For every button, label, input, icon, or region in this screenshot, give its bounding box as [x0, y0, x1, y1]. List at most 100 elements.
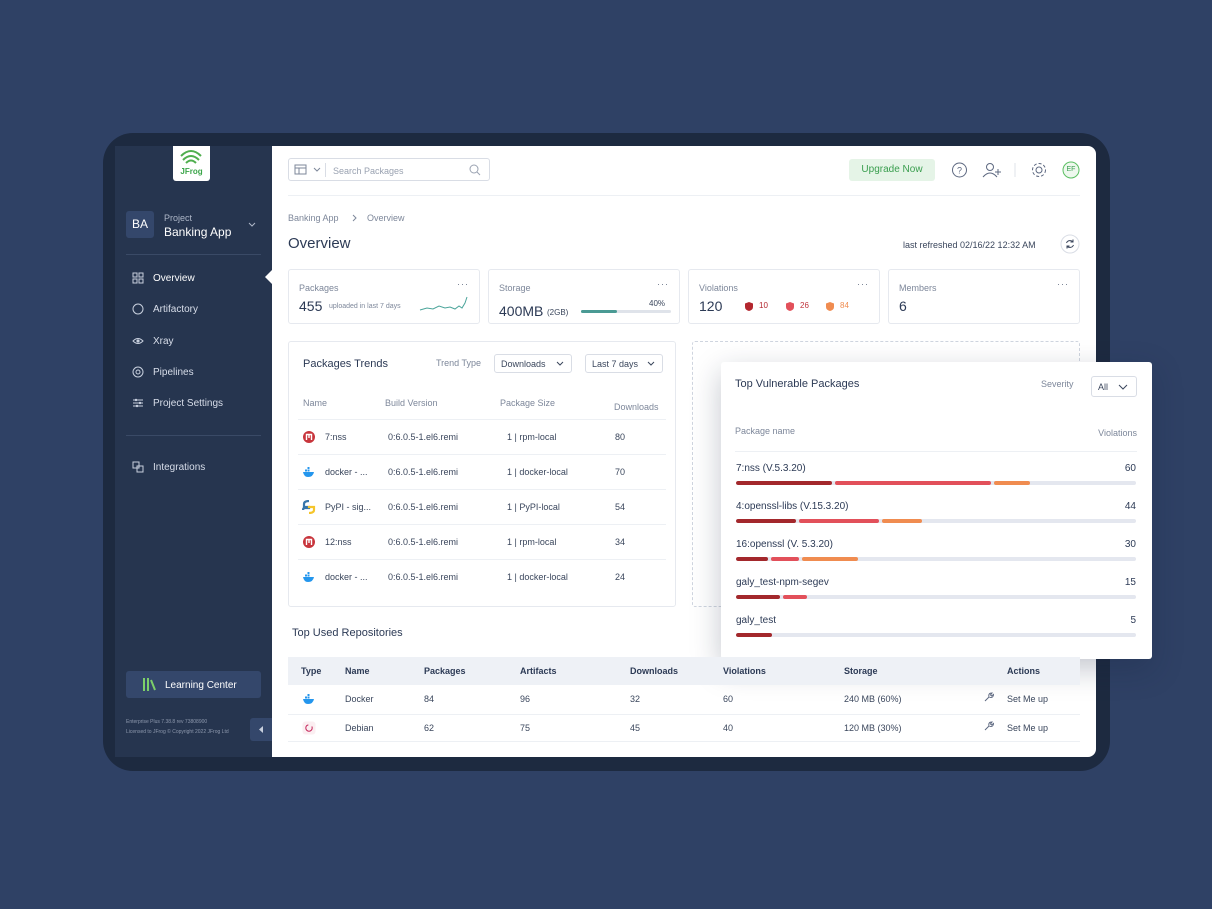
stat-label: Packages [299, 283, 339, 293]
last-refreshed: last refreshed 02/16/22 12:32 AM [903, 240, 1036, 250]
divider [126, 254, 261, 255]
wrench-icon [984, 721, 995, 731]
violation-track [736, 633, 1136, 637]
divider [735, 451, 1137, 452]
more-menu[interactable]: ··· [457, 279, 469, 289]
footer-text: Licensed to JFrog © Copyright 2022 JFrog… [126, 729, 229, 735]
trend-type-select[interactable]: Downloads [494, 354, 572, 373]
stat-value: 120 [699, 298, 723, 314]
nav-icon [132, 461, 144, 473]
storage-fill [581, 310, 617, 313]
sidebar [115, 146, 272, 757]
repo-type-icon [294, 164, 321, 175]
breadcrumb: Overview [367, 213, 405, 223]
learning-center-label: Learning Center [165, 680, 237, 691]
debian-icon [302, 721, 316, 735]
violation-segment [736, 519, 796, 523]
avatar[interactable]: EF [1066, 166, 1076, 173]
severity-select[interactable]: All [1091, 376, 1137, 397]
violation-segment [882, 519, 922, 523]
medium-count: 84 [840, 301, 849, 310]
column-header: Downloads [630, 666, 679, 676]
high-icon [786, 302, 794, 311]
action-link[interactable]: Set Me up [1007, 694, 1049, 704]
upgrade-button[interactable]: Upgrade Now [849, 159, 935, 181]
column-header: Type [301, 666, 322, 676]
package-name: 7:nss (V.5.3.20) [736, 463, 806, 474]
learning-icon [143, 678, 156, 691]
cell: 34 [615, 537, 626, 547]
docker-icon [303, 694, 314, 704]
nav-item[interactable]: Project Settings [153, 398, 224, 409]
stat-card: Packages ··· 455 uploaded in last 7 days [288, 269, 480, 324]
cell: 7:nss [325, 432, 347, 442]
cell: 60 [723, 694, 734, 704]
project-name[interactable]: Banking App [164, 225, 232, 239]
nav-icon [132, 303, 144, 315]
medium-icon [826, 302, 834, 311]
high-count: 26 [800, 301, 809, 310]
violation-count: 30 [1124, 539, 1136, 550]
pypi-icon [302, 500, 316, 514]
card-title: Top Vulnerable Packages [735, 378, 860, 390]
table-bottom [288, 741, 1080, 742]
more-menu[interactable]: ··· [657, 279, 669, 289]
column-header: Build Version [385, 398, 438, 408]
refresh-button[interactable] [1060, 234, 1080, 254]
collapse-button[interactable] [250, 718, 272, 741]
wrench-icon [984, 692, 995, 702]
active-pointer [265, 270, 272, 284]
section-title: Top Used Repositories [292, 627, 403, 639]
cell: 1 | docker-local [507, 467, 568, 477]
npm-icon [303, 536, 315, 548]
period-select[interactable]: Last 7 days [585, 354, 663, 373]
row-divider [298, 454, 666, 455]
svg-text:?: ? [957, 166, 962, 176]
nav-icon [132, 338, 144, 344]
more-menu[interactable]: ··· [1057, 279, 1069, 289]
nav-item[interactable]: Pipelines [153, 367, 194, 378]
divider [325, 163, 326, 177]
stat-value: 6 [899, 298, 907, 314]
violation-segment [783, 595, 807, 599]
column-header: Package name [735, 426, 796, 436]
cell: 1 | PyPI-local [507, 502, 560, 512]
cell: 1 | rpm-local [507, 537, 557, 547]
nav-item[interactable]: Overview [153, 273, 195, 284]
column-header: Name [345, 666, 370, 676]
vulnerable-panel: Top Vulnerable Packages Severity All Pac… [721, 362, 1152, 659]
cell: PyPI - sig... [325, 502, 372, 512]
violation-segment [994, 481, 1030, 485]
nav-item[interactable]: Integrations [153, 462, 206, 473]
docker-icon [303, 467, 314, 477]
logo-tab[interactable]: JFrog [173, 146, 210, 181]
violation-segment [802, 557, 858, 561]
package-name: galy_test [736, 615, 777, 626]
nav-item[interactable]: Xray [153, 336, 174, 347]
cell: 120 MB (30%) [844, 723, 902, 733]
project-label: Project [164, 213, 193, 223]
breadcrumb[interactable]: Banking App [288, 213, 339, 223]
page-title: Overview [288, 235, 351, 252]
search-box[interactable]: Search Packages [288, 158, 490, 181]
trends-card: Packages Trends Trend Type Downloads Las… [288, 341, 676, 607]
cell: 70 [615, 467, 626, 477]
stat-card: Violations ··· 120 10 26 84 [688, 269, 880, 324]
more-menu[interactable]: ··· [857, 279, 869, 289]
cell: docker - ... [325, 467, 368, 477]
stat-capacity: (2GB) [547, 308, 569, 317]
nav-item[interactable]: Artifactory [153, 304, 199, 315]
critical-icon [745, 302, 753, 311]
column-header: Name [303, 398, 328, 408]
cell: Debian [345, 723, 374, 733]
package-name: 16:openssl (V. 5.3.20) [736, 539, 833, 550]
violation-track [736, 557, 1136, 561]
row-divider [298, 524, 666, 525]
violation-count: 5 [1130, 615, 1136, 626]
stat-label: Storage [499, 283, 531, 293]
footer-text: Enterprise Plus 7.38.8 rev 73808900 [126, 719, 208, 725]
learning-center-button[interactable]: Learning Center [126, 671, 261, 698]
package-name: 4:openssl-libs (V.15.3.20) [736, 501, 849, 512]
cell: 45 [630, 723, 641, 733]
action-link[interactable]: Set Me up [1007, 723, 1049, 733]
